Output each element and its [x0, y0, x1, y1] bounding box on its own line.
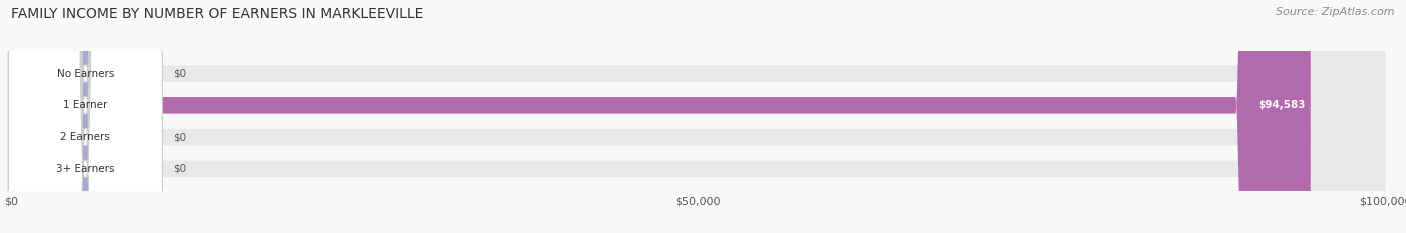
FancyBboxPatch shape — [8, 0, 162, 233]
FancyBboxPatch shape — [11, 0, 135, 233]
Text: Source: ZipAtlas.com: Source: ZipAtlas.com — [1277, 7, 1395, 17]
FancyBboxPatch shape — [8, 0, 162, 233]
FancyBboxPatch shape — [11, 0, 1385, 233]
Text: No Earners: No Earners — [56, 69, 114, 79]
Text: 3+ Earners: 3+ Earners — [56, 164, 115, 174]
FancyBboxPatch shape — [11, 0, 1385, 233]
Text: $94,583: $94,583 — [1258, 100, 1305, 110]
Text: $0: $0 — [173, 132, 187, 142]
FancyBboxPatch shape — [8, 0, 162, 233]
FancyBboxPatch shape — [11, 0, 1385, 233]
FancyBboxPatch shape — [11, 0, 135, 233]
FancyBboxPatch shape — [11, 0, 1385, 233]
FancyBboxPatch shape — [11, 0, 1310, 233]
Text: 2 Earners: 2 Earners — [60, 132, 110, 142]
Text: 1 Earner: 1 Earner — [63, 100, 107, 110]
Text: $0: $0 — [173, 164, 187, 174]
Text: $0: $0 — [173, 69, 187, 79]
FancyBboxPatch shape — [11, 0, 135, 233]
Text: FAMILY INCOME BY NUMBER OF EARNERS IN MARKLEEVILLE: FAMILY INCOME BY NUMBER OF EARNERS IN MA… — [11, 7, 423, 21]
FancyBboxPatch shape — [8, 0, 162, 233]
